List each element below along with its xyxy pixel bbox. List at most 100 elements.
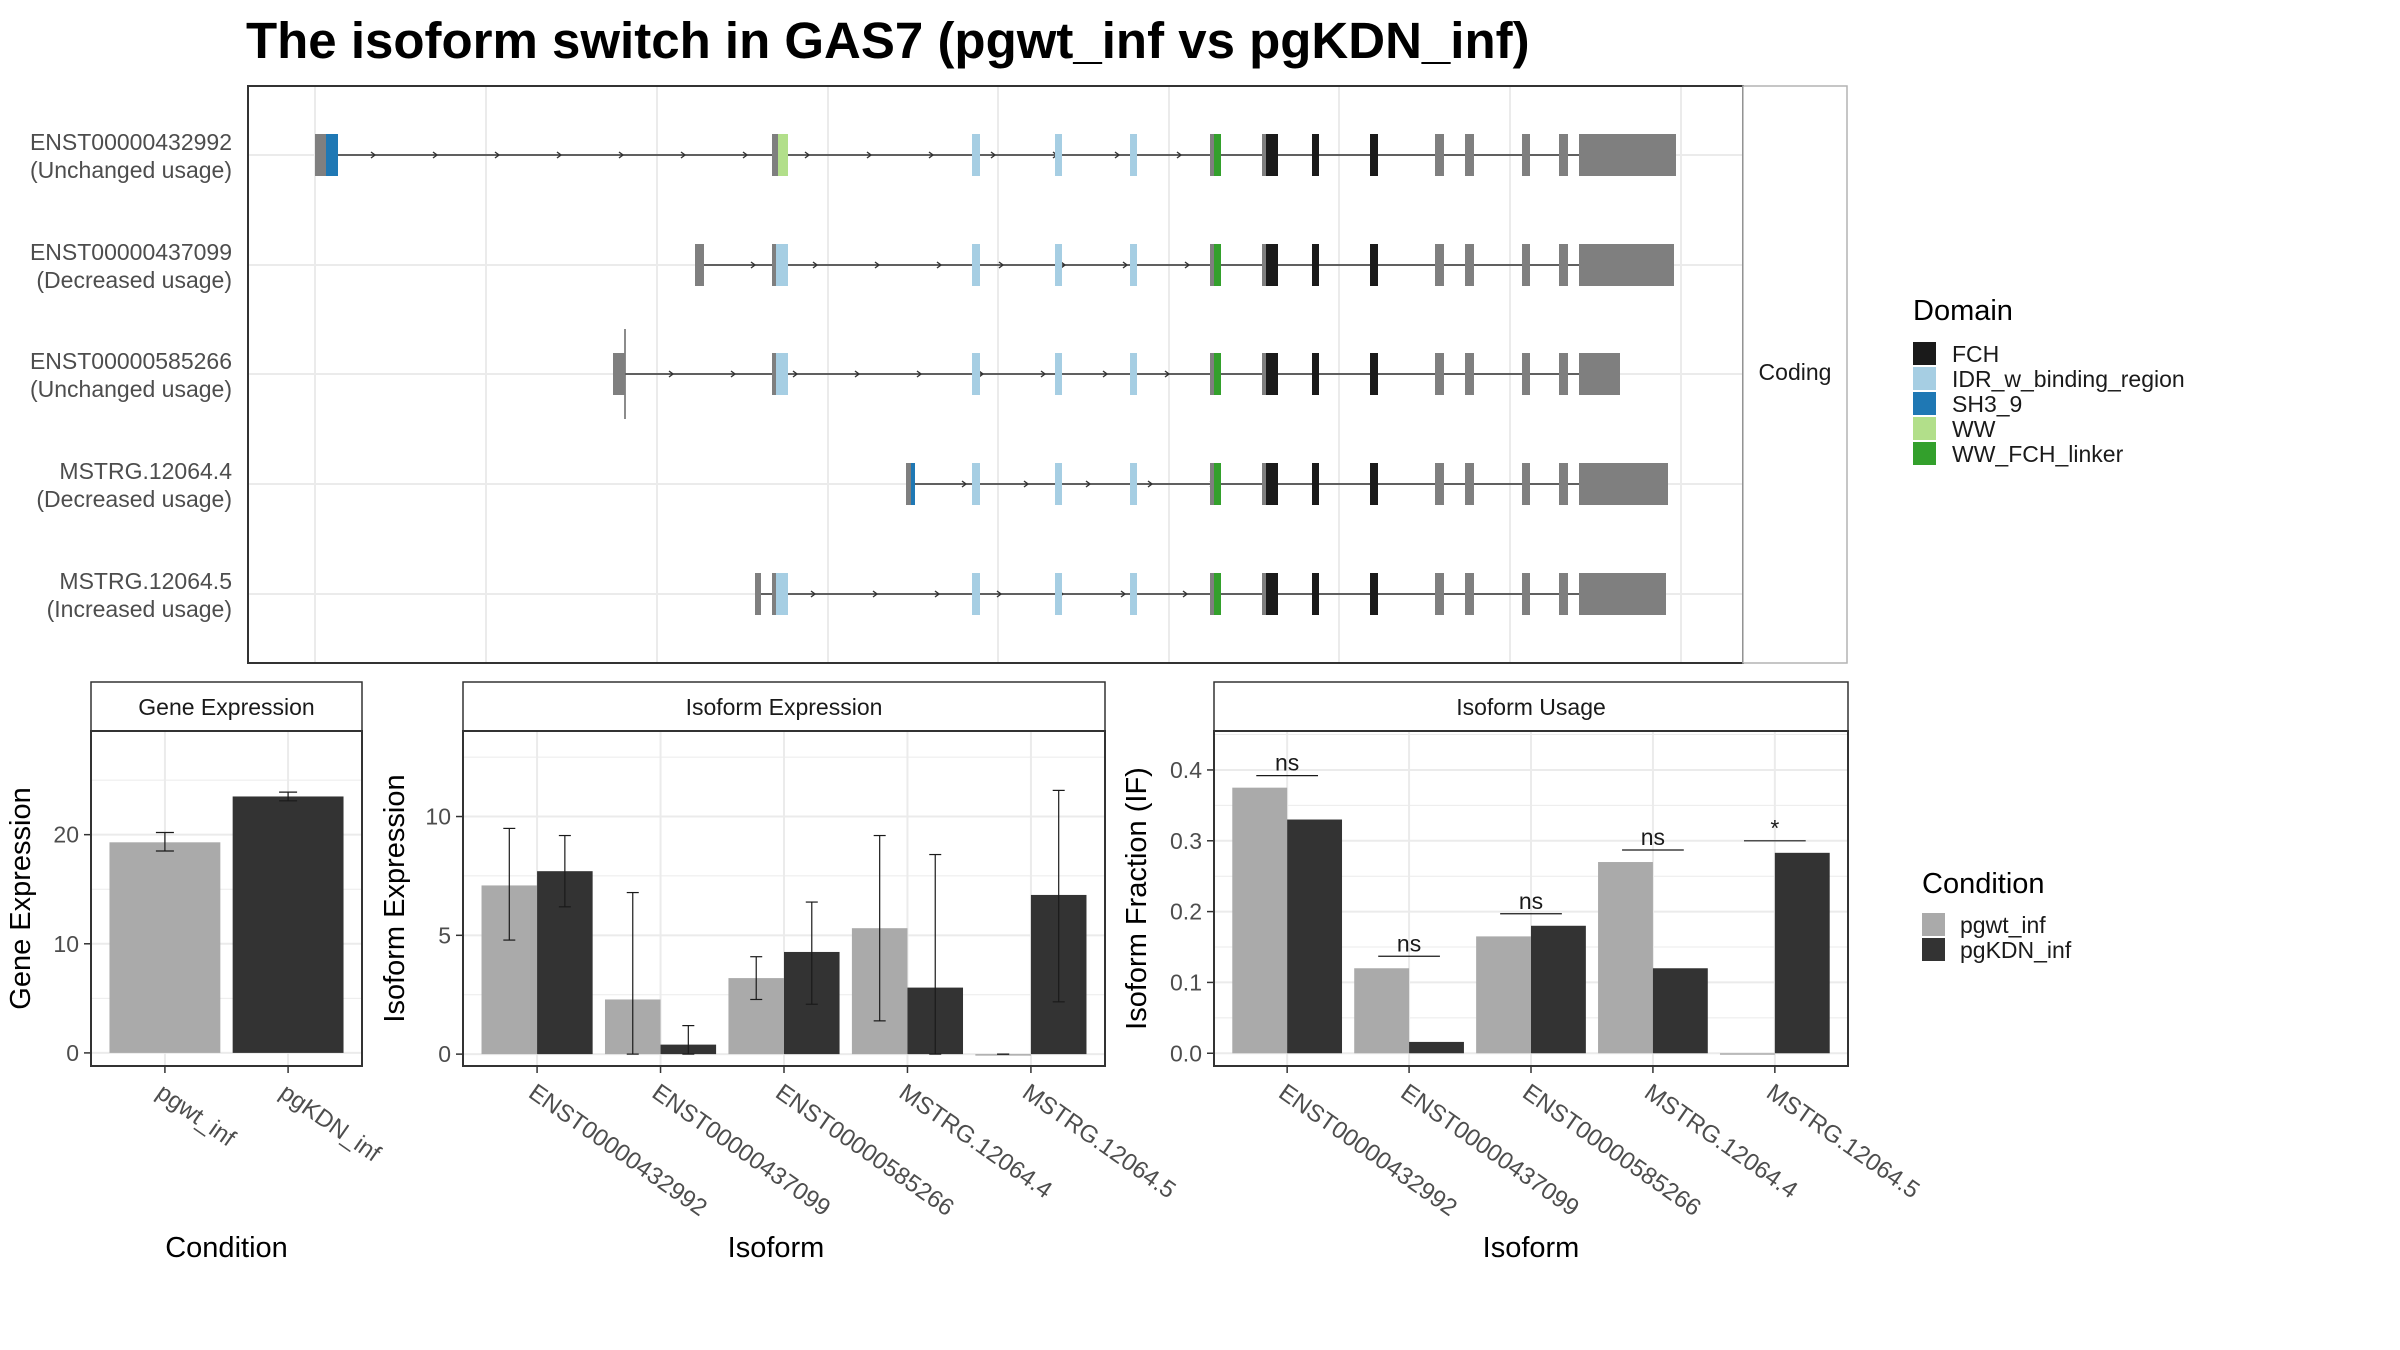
strand-arrow xyxy=(370,151,377,159)
transcript-usage-label: (Decreased usage) xyxy=(36,267,232,293)
bar-pgKDN_inf xyxy=(232,796,344,1053)
domain-exon xyxy=(1130,353,1137,395)
transcript-usage-label: (Decreased usage) xyxy=(36,486,232,512)
domain-exon xyxy=(1312,353,1319,395)
coding-exon xyxy=(1262,134,1266,176)
strand-arrow xyxy=(1120,590,1127,598)
domain-exon xyxy=(1055,463,1062,505)
transcript-id-label: MSTRG.12064.5 xyxy=(59,568,232,594)
transcript-usage-label: (Unchanged usage) xyxy=(30,376,232,402)
strand-arrow xyxy=(1176,151,1183,159)
domain-exon xyxy=(1055,134,1062,176)
domain-exon xyxy=(1055,573,1062,615)
coding-exon xyxy=(1559,573,1568,615)
domain-legend-swatch xyxy=(1913,367,1936,390)
coding-exon xyxy=(1465,463,1474,505)
coding-exon xyxy=(1522,353,1530,395)
coding-exon xyxy=(1210,463,1214,505)
strand-arrow xyxy=(1023,480,1030,488)
condition-legend-swatch xyxy=(1922,913,1945,936)
coding-exon xyxy=(1559,463,1568,505)
strand-arrow xyxy=(804,151,811,159)
domain-exon xyxy=(776,573,788,615)
strand-arrow xyxy=(1040,370,1047,378)
strand-arrow xyxy=(1122,261,1129,269)
y-tick-label: 0 xyxy=(438,1041,451,1067)
bar-pgwt_inf xyxy=(1719,1053,1775,1055)
domain-exon xyxy=(1266,573,1278,615)
strand-arrow xyxy=(996,590,1003,598)
strand-arrow xyxy=(1164,370,1171,378)
strand-arrow xyxy=(1182,590,1189,598)
domain-legend-swatch xyxy=(1913,392,1936,415)
transcript-id-label: ENST00000585266 xyxy=(30,348,232,374)
panel-title: Isoform Expression xyxy=(686,694,883,720)
transcript-id-label: ENST00000432992 xyxy=(30,129,232,155)
strand-arrow xyxy=(618,151,625,159)
x-axis-title: Condition xyxy=(165,1232,288,1264)
domain-exon xyxy=(1214,463,1221,505)
significance-label: * xyxy=(1770,815,1779,841)
y-axis-title: Isoform Fraction (IF) xyxy=(1121,767,1153,1030)
transcript-id-label: MSTRG.12064.4 xyxy=(59,458,232,484)
y-tick-label: 20 xyxy=(53,822,79,848)
bar-pgKDN_inf xyxy=(1287,819,1343,1054)
panel-border xyxy=(90,730,363,1067)
strand-arrow xyxy=(934,590,941,598)
transcript-track xyxy=(906,463,1668,505)
domain-exon xyxy=(1370,463,1378,505)
y-tick-label: 0.1 xyxy=(1170,969,1202,995)
coding-exon xyxy=(1465,573,1474,615)
coding-exon xyxy=(1210,244,1214,286)
domain-exon xyxy=(1130,573,1137,615)
y-tick-label: 0.0 xyxy=(1170,1040,1202,1066)
significance-label: ns xyxy=(1641,824,1665,850)
gene-expression-panel: Gene Expression 0 10 20 pgwt_inf pgKDN_inf Con… xyxy=(5,681,385,1264)
coding-exon xyxy=(1522,244,1530,286)
coding-exon xyxy=(772,353,776,395)
transcript-track xyxy=(613,329,1620,419)
strand-arrow xyxy=(494,151,501,159)
coding-exon xyxy=(1262,353,1266,395)
domain-exon xyxy=(1370,573,1378,615)
domain-exon xyxy=(1266,463,1278,505)
coding-exon xyxy=(1210,134,1214,176)
coding-exon xyxy=(772,134,778,176)
y-tick-label: 5 xyxy=(438,922,451,948)
domain-exon xyxy=(1130,134,1137,176)
coding-exon xyxy=(1210,353,1214,395)
coding-exon xyxy=(1435,353,1444,395)
domain-exon xyxy=(972,353,980,395)
strand-arrow xyxy=(854,370,861,378)
domain-exon xyxy=(1214,573,1221,615)
coding-exon xyxy=(772,573,776,615)
domain-exon xyxy=(1130,244,1137,286)
domain-legend-swatch xyxy=(1913,442,1936,465)
domain-legend-label: SH3_9 xyxy=(1952,391,2022,417)
utr-exon xyxy=(695,244,704,286)
y-tick-label: 0.3 xyxy=(1170,828,1202,854)
strand-arrow xyxy=(432,151,439,159)
domain-exon xyxy=(911,463,915,505)
domain-exon xyxy=(776,244,788,286)
domain-exon xyxy=(1312,244,1319,286)
strand-arrow xyxy=(742,151,749,159)
domain-exon xyxy=(1312,134,1319,176)
strand-arrow xyxy=(1114,151,1121,159)
coding-exon xyxy=(1210,573,1214,615)
y-tick-label: 0.4 xyxy=(1170,757,1202,783)
domain-exon xyxy=(1055,244,1062,286)
transcript-usage-label: (Increased usage) xyxy=(47,596,232,622)
domain-legend-label: WW xyxy=(1952,416,1996,442)
domain-exon xyxy=(1130,463,1137,505)
bar-pgKDN_inf xyxy=(1409,1041,1464,1054)
domain-exon xyxy=(1214,353,1221,395)
utr-exon xyxy=(906,463,912,505)
strand-arrow xyxy=(730,370,737,378)
panel-title: Isoform Usage xyxy=(1456,694,1606,720)
bar-pgwt_inf xyxy=(1598,862,1653,1054)
coding-exon xyxy=(1522,134,1530,176)
coding-exon xyxy=(1522,573,1530,615)
domain-exon xyxy=(1266,353,1278,395)
